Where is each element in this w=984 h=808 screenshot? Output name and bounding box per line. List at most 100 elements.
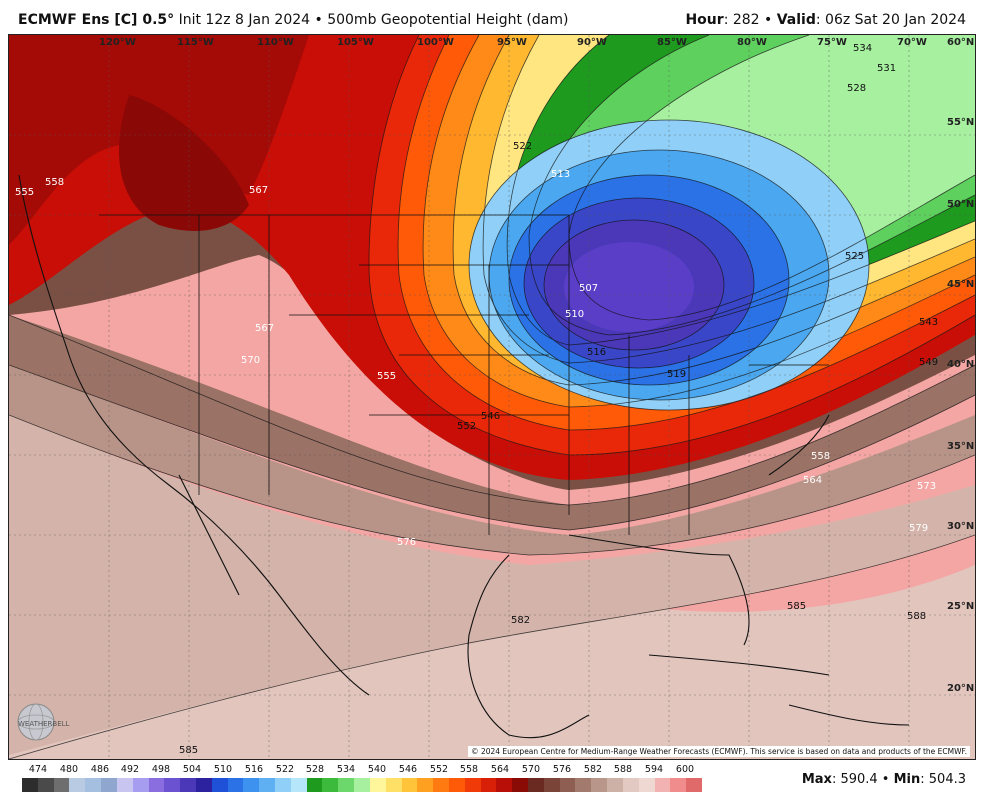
- colorbar-tick-label: 570: [521, 764, 541, 775]
- coastlines: [18, 174, 910, 739]
- colorbar-swatch: [211, 778, 228, 792]
- colorbar-swatch: [164, 778, 181, 792]
- colorbar-swatch: [322, 778, 339, 792]
- logo-text: WEATHERBELL: [18, 720, 70, 728]
- max-label: Max: [801, 772, 832, 787]
- state-borders: [99, 214, 829, 535]
- colorbar-tick-label: 522: [275, 764, 295, 775]
- contour-label: 555: [377, 371, 396, 382]
- lon-label: 70°W: [897, 37, 927, 48]
- header: ECMWF Ens [C] 0.5° Init 12z 8 Jan 2024 •…: [0, 0, 984, 34]
- contour-label: 585: [179, 745, 198, 756]
- colorbar-tick-label: 540: [367, 764, 387, 775]
- weatherbell-logo: WEATHERBELL: [14, 700, 106, 744]
- map-canvas: 120°W 115°W 110°W 105°W 100°W 95°W 90°W …: [9, 35, 975, 759]
- contour-label: 534: [853, 43, 872, 54]
- colorbar-tick-label: 546: [398, 764, 418, 775]
- band-573: [9, 315, 975, 530]
- lon-label: 75°W: [817, 37, 847, 48]
- colorbar-labels: 474 480 486 492 498 504 510 516 522 528 …: [22, 764, 722, 778]
- contour-label: 570: [241, 355, 260, 366]
- colorbar-swatch: [69, 778, 86, 792]
- map-title: ECMWF Ens [C] 0.5° Init 12z 8 Jan 2024 •…: [18, 12, 568, 28]
- lon-label: 120°W: [99, 37, 136, 48]
- colorbar-swatch: [259, 778, 275, 792]
- colorbar-swatch: [195, 778, 212, 792]
- contour-label: 516: [587, 347, 606, 358]
- contour-label: 585: [787, 601, 806, 612]
- colorbar-swatch: [101, 778, 117, 792]
- lon-label: 100°W: [417, 37, 454, 48]
- lat-label: 35°N: [947, 441, 974, 452]
- colorbar-swatch: [243, 778, 260, 792]
- colorbar-swatch: [37, 778, 54, 792]
- colorbar-swatch: [448, 778, 465, 792]
- colorbar-tick-label: 492: [120, 764, 140, 775]
- colorbar-swatch: [417, 778, 434, 792]
- colorbar-swatch: [638, 778, 655, 792]
- colorbar-swatch: [575, 778, 592, 792]
- lon-label: 105°W: [337, 37, 374, 48]
- band-528-531: [529, 35, 975, 335]
- colorbar-tick-label: 534: [336, 764, 356, 775]
- model-name: ECMWF Ens [C] 0.5: [18, 12, 168, 28]
- lon-label: 85°W: [657, 37, 687, 48]
- colorbar-swatch: [53, 778, 70, 792]
- lon-label: 110°W: [257, 37, 294, 48]
- longitude-labels: 120°W 115°W 110°W 105°W 100°W 95°W 90°W …: [99, 37, 927, 48]
- colorbar-swatch: [433, 778, 449, 792]
- contour-label: 549: [919, 357, 938, 368]
- max-value: : 590.4 •: [831, 772, 894, 787]
- lat-label: 45°N: [947, 279, 974, 290]
- valid-value: : 06z Sat 20 Jan 2024: [815, 12, 966, 28]
- contour-label: 522: [513, 141, 532, 152]
- colorbar-tick-label: 600: [675, 764, 695, 775]
- colorbar-swatch: [480, 778, 497, 792]
- contour-label: 564: [803, 475, 822, 486]
- copyright-notice: © 2024 European Centre for Medium-Range …: [468, 746, 970, 757]
- valid-time: Hour: 282 • Valid: 06z Sat 20 Jan 2024: [685, 12, 966, 28]
- colorbar-swatch: [686, 778, 702, 792]
- contour-label: 528: [847, 83, 866, 94]
- colorbar-tick-label: 498: [151, 764, 171, 775]
- band-579: [9, 415, 975, 759]
- colorbar-swatch: [132, 778, 149, 792]
- colorbar-tick-label: 474: [28, 764, 48, 775]
- max-min-readout: Max: 590.4 • Min: 504.3: [802, 772, 966, 787]
- contour-label: 510: [565, 309, 584, 320]
- colorbar-tick-label: 486: [90, 764, 110, 775]
- band-555: [398, 35, 975, 430]
- colorbar-tick-label: 504: [182, 764, 202, 775]
- colorbar-swatch: [148, 778, 165, 792]
- contour-label: 552: [457, 421, 476, 432]
- colorbar-swatch: [306, 778, 323, 792]
- lon-label: 95°W: [497, 37, 527, 48]
- contour-label: 567: [255, 323, 274, 334]
- contour-label: 531: [877, 63, 896, 74]
- lat-label: 20°N: [947, 683, 974, 694]
- colorbar-swatch: [338, 778, 355, 792]
- colorbar-tick-label: 480: [59, 764, 79, 775]
- colorbar-tick-label: 582: [583, 764, 603, 775]
- degree-symbol: °: [167, 12, 175, 28]
- colorbar-swatch: [496, 778, 513, 792]
- lon-label: 90°W: [577, 37, 607, 48]
- colorbar-tick-label: 510: [213, 764, 233, 775]
- band-567-core: [119, 95, 249, 231]
- lat-label: 50°N: [947, 199, 974, 210]
- colorbar-swatch: [22, 778, 38, 792]
- colorbar-swatch: [385, 778, 402, 792]
- colorbar-tick-label: 564: [490, 764, 510, 775]
- map-panel[interactable]: 120°W 115°W 110°W 105°W 100°W 95°W 90°W …: [8, 34, 976, 760]
- contour-label: 507: [579, 283, 598, 294]
- min-label: Min: [893, 772, 921, 787]
- colorbar-swatch: [180, 778, 196, 792]
- contour-label: 567: [249, 185, 268, 196]
- contour-label: 576: [397, 537, 416, 548]
- colorbar-tick-label: 588: [613, 764, 633, 775]
- colorbar-swatch: [116, 778, 133, 792]
- colorbar-swatch: [354, 778, 370, 792]
- contour-label: 519: [667, 369, 686, 380]
- contour-label: 543: [919, 317, 938, 328]
- colorbar-swatch: [464, 778, 481, 792]
